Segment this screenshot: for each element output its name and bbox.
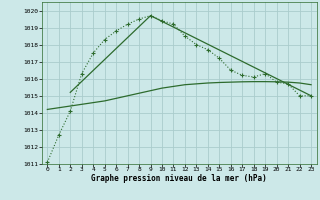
X-axis label: Graphe pression niveau de la mer (hPa): Graphe pression niveau de la mer (hPa) [91,174,267,183]
